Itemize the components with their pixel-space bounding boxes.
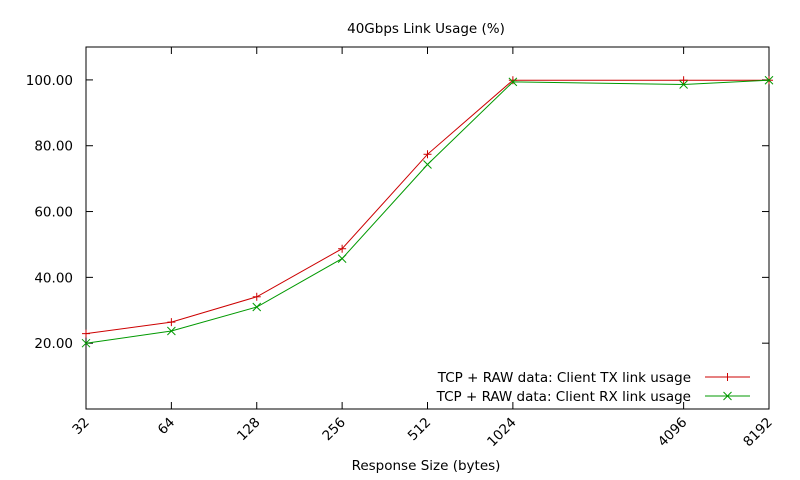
y-tick-label: 60.00 <box>34 205 73 221</box>
x-axis-label: Response Size (bytes) <box>352 458 501 474</box>
x-tick-label: 32 <box>69 415 92 438</box>
x-tick-label: 4096 <box>655 415 691 451</box>
marker-stroke <box>679 80 688 89</box>
y-tick-label: 80.00 <box>34 139 73 155</box>
y-tick-label: 40.00 <box>34 270 73 286</box>
x-tick-label: 128 <box>234 415 264 445</box>
x-tick-label: 64 <box>155 415 178 438</box>
y-axis: 20.00 40.00 60.00 80.00 100.00 <box>26 73 769 352</box>
data-point-1 <box>167 318 176 327</box>
data-point-2 <box>167 326 176 336</box>
x-tick-label: 1024 <box>484 415 520 451</box>
marker-stroke <box>723 391 732 401</box>
chart-title: 40Gbps Link Usage (%) <box>347 21 505 37</box>
data-point-2 <box>81 338 91 348</box>
legend-marker-2 <box>723 391 732 401</box>
data-point-1 <box>252 292 261 301</box>
marker-stroke <box>81 338 91 348</box>
marker-stroke <box>764 75 774 85</box>
data-point-2 <box>508 77 518 87</box>
data-point-1 <box>423 150 432 159</box>
data-point-1 <box>508 76 517 85</box>
y-tick-label: 20.00 <box>34 336 73 352</box>
y-tick-label: 100.00 <box>26 73 73 89</box>
series-line-2 <box>85 79 770 344</box>
series-layer <box>81 75 774 348</box>
data-point-1 <box>679 76 688 85</box>
data-point-2 <box>679 80 688 89</box>
marker-stroke <box>167 326 176 336</box>
series-line-1 <box>85 79 769 335</box>
legend-marker-1 <box>723 373 732 381</box>
data-point-1 <box>82 329 90 338</box>
marker-stroke <box>252 302 262 312</box>
plot-frame <box>85 46 770 410</box>
data-point-2 <box>337 254 347 263</box>
data-point-1 <box>338 244 347 253</box>
marker-stroke <box>508 77 518 87</box>
marker-stroke <box>337 254 347 263</box>
x-tick-label: 256 <box>319 415 349 445</box>
marker-stroke <box>423 160 432 169</box>
data-point-2 <box>252 302 262 312</box>
data-point-2 <box>423 160 432 169</box>
data-point-2 <box>764 75 774 85</box>
legend: TCP + RAW data: Client TX link usage TCP … <box>436 370 750 405</box>
x-tick-label: 8192 <box>740 415 776 451</box>
x-tick-label: 512 <box>405 415 435 445</box>
legend-label-2: TCP + RAW data: Client RX link usage <box>436 389 691 405</box>
legend-label-1: TCP + RAW data: Client TX link usage <box>437 370 691 386</box>
